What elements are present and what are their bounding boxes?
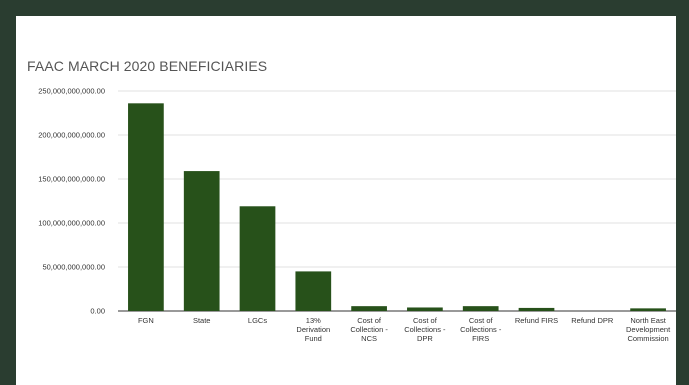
bar [518, 307, 555, 311]
bar [351, 306, 387, 311]
bar [462, 306, 499, 311]
x-tick-label: Cost of [469, 316, 494, 325]
x-tick-label: Refund FIRS [515, 316, 558, 325]
x-tick-label: NCS [361, 334, 377, 343]
x-tick-label: LGCs [248, 316, 267, 325]
y-tick-label: 150,000,000,000.00 [38, 175, 105, 184]
x-tick-label: State [193, 316, 211, 325]
x-tick-label: Fund [305, 334, 322, 343]
bar [630, 308, 666, 311]
x-tick-label: FIRS [472, 334, 489, 343]
x-tick-label: Cost of [413, 316, 438, 325]
x-tick-label: DPR [417, 334, 433, 343]
chart-title: FAAC MARCH 2020 BENEFICIARIES [27, 58, 268, 74]
x-tick-label: 13% [306, 316, 321, 325]
x-tick-label: Cost of [357, 316, 382, 325]
y-tick-label: 250,000,000,000.00 [38, 87, 105, 96]
x-tick-label: Collections - [404, 325, 446, 334]
x-tick-label: Refund DPR [571, 316, 614, 325]
y-tick-label: 50,000,000,000.00 [42, 263, 105, 272]
bars [128, 103, 666, 311]
y-axis-ticks: 0.00 50,000,000,000.00 100,000,000,000.00 1… [38, 87, 105, 316]
x-tick-label: Derivation [296, 325, 330, 334]
y-tick-label: 200,000,000,000.00 [38, 131, 105, 140]
x-tick-label: Collections - [460, 325, 502, 334]
bar [407, 307, 443, 311]
x-tick-label: FGN [138, 316, 154, 325]
x-tick-label: Commission [627, 334, 668, 343]
x-tick-label: Collection - [350, 325, 388, 334]
bar [239, 206, 276, 311]
bar [183, 171, 220, 311]
bar [295, 271, 332, 311]
x-tick-label: Development [626, 325, 671, 334]
y-tick-label: 0.00 [90, 307, 105, 316]
y-tick-label: 100,000,000,000.00 [38, 219, 105, 228]
x-tick-label: North East [630, 316, 666, 325]
bar [128, 103, 164, 311]
